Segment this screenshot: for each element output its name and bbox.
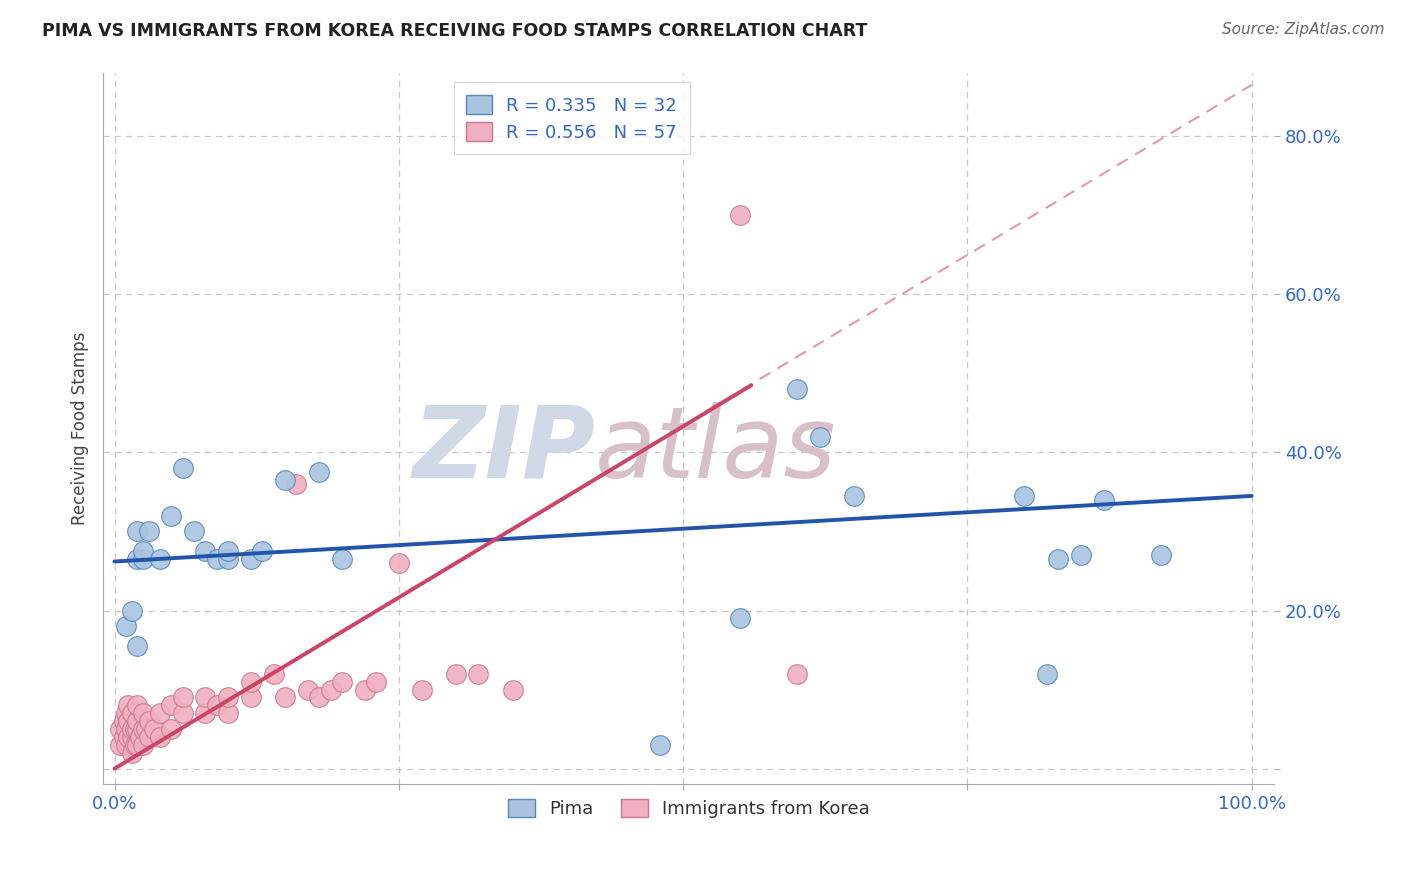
Point	[127, 738, 149, 752]
Point	[467, 666, 489, 681]
Point	[274, 690, 297, 705]
Point	[172, 706, 194, 721]
Point	[115, 722, 138, 736]
Point	[115, 738, 138, 752]
Point	[127, 698, 149, 713]
Point	[1047, 552, 1070, 566]
Point	[160, 722, 183, 736]
Point	[786, 666, 808, 681]
Point	[121, 746, 143, 760]
Point	[115, 706, 138, 721]
Point	[132, 544, 155, 558]
Point	[108, 738, 131, 752]
Point	[319, 682, 342, 697]
Text: ZIP: ZIP	[412, 401, 595, 499]
Point	[117, 714, 139, 729]
Y-axis label: Receiving Food Stamps: Receiving Food Stamps	[72, 332, 89, 525]
Point	[121, 730, 143, 744]
Point	[808, 429, 831, 443]
Point	[308, 690, 330, 705]
Point	[127, 524, 149, 539]
Point	[263, 666, 285, 681]
Point	[143, 722, 166, 736]
Point	[728, 611, 751, 625]
Point	[121, 706, 143, 721]
Point	[786, 382, 808, 396]
Point	[124, 722, 146, 736]
Point	[1150, 548, 1173, 562]
Point	[138, 730, 160, 744]
Point	[205, 552, 228, 566]
Point	[842, 489, 865, 503]
Point	[308, 465, 330, 479]
Point	[240, 690, 263, 705]
Point	[132, 738, 155, 752]
Point	[388, 556, 411, 570]
Point	[127, 714, 149, 729]
Point	[135, 722, 157, 736]
Point	[132, 706, 155, 721]
Point	[138, 524, 160, 539]
Point	[172, 690, 194, 705]
Point	[128, 730, 150, 744]
Point	[132, 552, 155, 566]
Point	[194, 544, 217, 558]
Point	[108, 722, 131, 736]
Point	[194, 706, 217, 721]
Point	[217, 544, 239, 558]
Point	[121, 722, 143, 736]
Text: atlas: atlas	[595, 401, 837, 499]
Point	[364, 674, 387, 689]
Point	[127, 722, 149, 736]
Point	[138, 714, 160, 729]
Point	[502, 682, 524, 697]
Point	[183, 524, 205, 539]
Point	[117, 698, 139, 713]
Point	[115, 619, 138, 633]
Point	[217, 690, 239, 705]
Point	[240, 552, 263, 566]
Point	[132, 722, 155, 736]
Text: Source: ZipAtlas.com: Source: ZipAtlas.com	[1222, 22, 1385, 37]
Point	[149, 706, 172, 721]
Point	[411, 682, 433, 697]
Point	[194, 690, 217, 705]
Point	[728, 208, 751, 222]
Point	[353, 682, 375, 697]
Text: PIMA VS IMMIGRANTS FROM KOREA RECEIVING FOOD STAMPS CORRELATION CHART: PIMA VS IMMIGRANTS FROM KOREA RECEIVING …	[42, 22, 868, 40]
Point	[217, 552, 239, 566]
Point	[117, 730, 139, 744]
Point	[149, 730, 172, 744]
Point	[1070, 548, 1092, 562]
Point	[160, 698, 183, 713]
Point	[121, 603, 143, 617]
Point	[274, 473, 297, 487]
Legend: Pima, Immigrants from Korea: Pima, Immigrants from Korea	[501, 791, 877, 825]
Point	[112, 730, 135, 744]
Point	[330, 552, 353, 566]
Point	[149, 552, 172, 566]
Point	[252, 544, 274, 558]
Point	[1014, 489, 1036, 503]
Point	[124, 738, 146, 752]
Point	[1092, 492, 1115, 507]
Point	[112, 714, 135, 729]
Point	[127, 552, 149, 566]
Point	[444, 666, 467, 681]
Point	[172, 461, 194, 475]
Point	[205, 698, 228, 713]
Point	[160, 508, 183, 523]
Point	[1036, 666, 1059, 681]
Point	[650, 738, 672, 752]
Point	[285, 477, 308, 491]
Point	[297, 682, 319, 697]
Point	[240, 674, 263, 689]
Point	[217, 706, 239, 721]
Point	[127, 639, 149, 653]
Point	[330, 674, 353, 689]
